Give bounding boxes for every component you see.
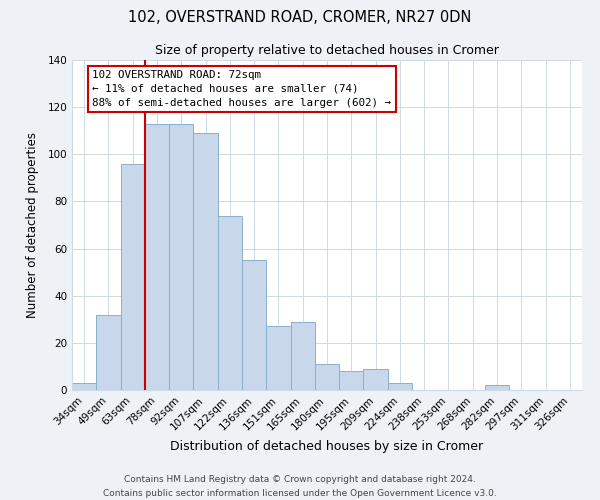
Bar (193, 133, 218, 390)
X-axis label: Distribution of detached houses by size in Cromer: Distribution of detached houses by size … (170, 440, 484, 453)
Bar (364, 369, 388, 390)
Bar (266, 326, 290, 390)
Bar (121, 164, 145, 390)
Bar (315, 364, 339, 390)
Bar (72, 383, 96, 390)
Text: Contains HM Land Registry data © Crown copyright and database right 2024.
Contai: Contains HM Land Registry data © Crown c… (103, 476, 497, 498)
Bar (485, 386, 509, 390)
Bar (388, 383, 412, 390)
Bar (96, 314, 121, 390)
Bar (145, 124, 169, 390)
Bar (290, 322, 315, 390)
Bar (169, 124, 193, 390)
Y-axis label: Number of detached properties: Number of detached properties (26, 132, 39, 318)
Text: 102 OVERSTRAND ROAD: 72sqm
← 11% of detached houses are smaller (74)
88% of semi: 102 OVERSTRAND ROAD: 72sqm ← 11% of deta… (92, 70, 391, 108)
Text: 102, OVERSTRAND ROAD, CROMER, NR27 0DN: 102, OVERSTRAND ROAD, CROMER, NR27 0DN (128, 10, 472, 25)
Bar (339, 371, 364, 390)
Title: Size of property relative to detached houses in Cromer: Size of property relative to detached ho… (155, 44, 499, 58)
Bar (218, 216, 242, 390)
Bar (242, 260, 266, 390)
